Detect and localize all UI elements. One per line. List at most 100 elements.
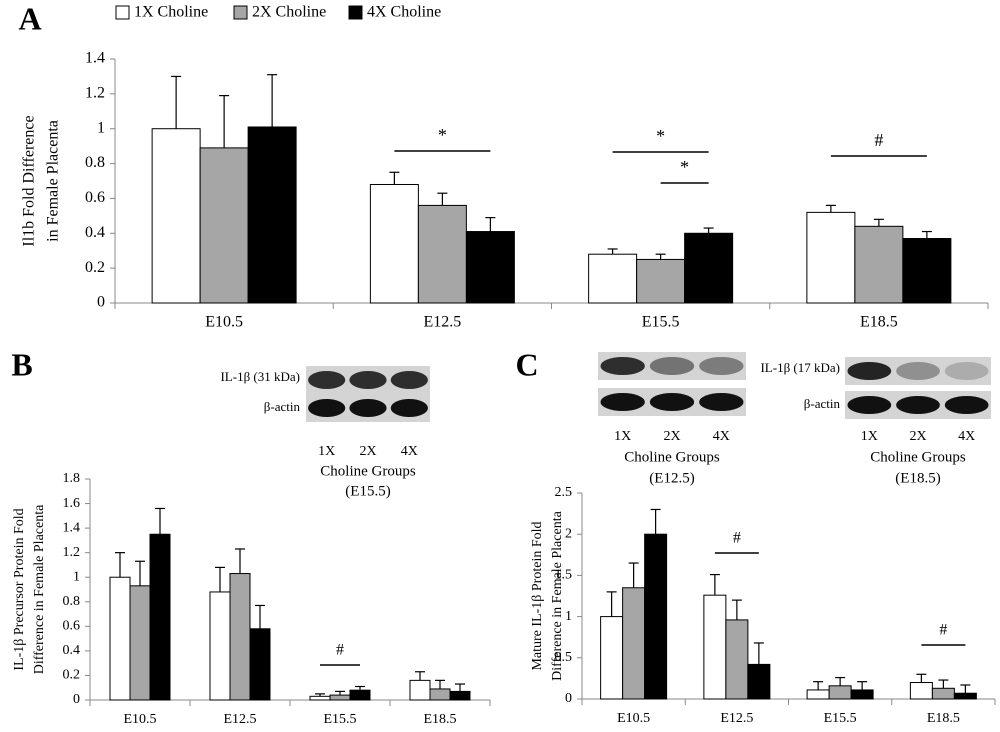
significance-mark: *: [656, 126, 665, 146]
y-axis-label: in Female Placenta: [45, 120, 62, 242]
y-tick-label: 1.2: [63, 545, 81, 560]
bar: [902, 238, 952, 304]
bar: [703, 594, 727, 700]
lane-label: 2X: [359, 444, 376, 459]
lane-label: 4X: [401, 444, 418, 459]
blot-band: [896, 362, 940, 380]
y-axis-label: Mature IL-1β Protein Fold: [530, 521, 545, 670]
bar: [684, 232, 734, 304]
y-tick-label: 1: [97, 119, 105, 136]
x-tick-label: E15.5: [642, 314, 680, 331]
legend-label: 1X Choline: [134, 4, 208, 21]
bar: [199, 147, 249, 304]
x-tick-label: E12.5: [423, 314, 461, 331]
legend-swatch: [233, 5, 248, 20]
y-tick-label: 1.6: [63, 496, 81, 511]
bar: [209, 591, 231, 701]
group-label: Choline Groups: [624, 449, 720, 465]
legend-label: 4X Choline: [367, 4, 441, 21]
y-tick-label: 1.4: [63, 520, 81, 535]
y-tick-label: 2.5: [555, 485, 573, 500]
y-tick-label: 0: [73, 692, 80, 707]
y-axis-label: Difference in Female Placenta: [32, 504, 47, 674]
y-axis-label: Difference in Female Placenta: [550, 510, 565, 680]
blot-target-label: IL-1β (31 kDa): [220, 369, 300, 384]
lane-label: 1X: [318, 444, 335, 459]
blot-control-label: β-actin: [264, 399, 301, 414]
blot-band: [944, 362, 989, 380]
bar: [249, 628, 271, 701]
y-axis-label: Il1b Fold Difference: [21, 115, 38, 246]
blot-band: [699, 393, 744, 411]
bar: [953, 692, 977, 700]
significance-mark: #: [939, 622, 947, 639]
stage-label: (E18.5): [895, 470, 940, 486]
y-tick-label: 0.6: [85, 189, 105, 206]
bar: [747, 663, 771, 700]
blot-band: [349, 371, 387, 389]
bar: [417, 204, 467, 304]
panel-label: C: [515, 346, 538, 382]
blot-band: [390, 399, 428, 417]
blot-band: [349, 399, 387, 417]
bar: [588, 253, 638, 304]
x-tick-label: E15.5: [323, 712, 356, 727]
x-tick-label: E12.5: [720, 711, 753, 726]
blot-band: [847, 362, 892, 380]
blot-band: [600, 357, 645, 375]
blot-band: [600, 393, 645, 411]
legend-swatch: [115, 5, 130, 20]
legend-swatch: [348, 5, 363, 20]
y-tick-label: 0.5: [555, 650, 573, 665]
blot-band: [649, 357, 695, 375]
bar: [465, 231, 515, 304]
y-tick-label: 1.8: [63, 471, 81, 486]
bar: [329, 694, 351, 701]
group-label: Choline Groups: [870, 449, 966, 465]
blot-band: [649, 393, 695, 411]
blot-band: [699, 357, 744, 375]
bar: [600, 616, 624, 700]
stage-label: (E15.5): [345, 483, 390, 499]
y-tick-label: 2: [565, 526, 572, 541]
y-tick-label: 0.2: [85, 259, 105, 276]
x-tick-label: E10.5: [123, 712, 156, 727]
bar: [931, 687, 955, 700]
blot-band: [390, 371, 428, 389]
blot-target-label: IL-1β (17 kDa): [760, 360, 840, 375]
x-tick-label: E10.5: [617, 711, 650, 726]
blot-band: [847, 396, 892, 414]
bar: [129, 585, 151, 701]
bar: [349, 689, 371, 701]
blot-control-label: β-actin: [804, 396, 841, 411]
bar: [725, 619, 749, 700]
y-tick-label: 0.8: [85, 154, 105, 171]
bar: [151, 128, 201, 304]
y-tick-label: 0.6: [63, 619, 81, 634]
legend-label: 2X Choline: [252, 4, 326, 21]
bar: [806, 211, 856, 304]
bar: [636, 258, 686, 304]
significance-mark: *: [680, 157, 689, 177]
y-tick-label: 0.4: [63, 643, 81, 658]
bar: [449, 690, 471, 701]
bar: [806, 689, 830, 700]
bar: [309, 695, 331, 701]
bar: [850, 689, 874, 700]
y-tick-label: 1: [73, 569, 80, 584]
significance-mark: *: [438, 125, 447, 145]
x-tick-label: E12.5: [223, 712, 256, 727]
bar: [429, 688, 451, 701]
x-tick-label: E10.5: [205, 314, 243, 331]
x-tick-label: E15.5: [824, 711, 857, 726]
y-tick-label: 0.8: [63, 594, 81, 609]
y-tick-label: 0.2: [63, 668, 81, 683]
x-tick-label: E18.5: [927, 711, 960, 726]
y-tick-label: 0: [97, 294, 105, 311]
y-tick-label: 1: [565, 609, 572, 624]
bar: [909, 682, 933, 700]
lane-label: 2X: [663, 429, 680, 444]
lane-label: 2X: [909, 429, 926, 444]
y-axis-label: IL-1β Precursor Protein Fold: [12, 508, 27, 670]
bar: [409, 679, 431, 701]
